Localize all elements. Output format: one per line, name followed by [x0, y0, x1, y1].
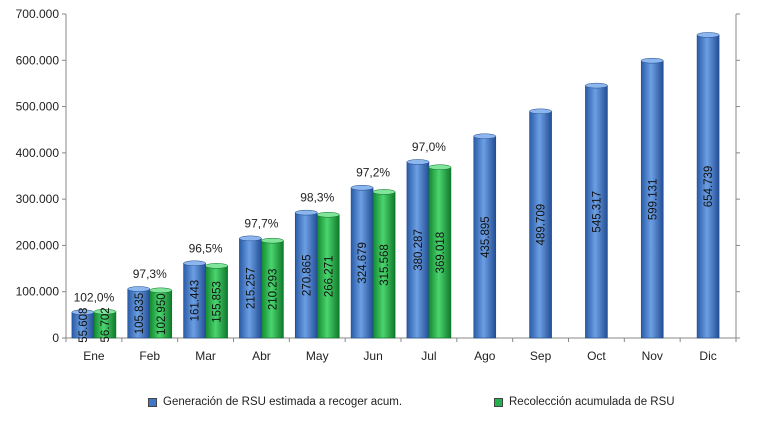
x-tick-label: Feb: [139, 349, 160, 363]
bar-generacion-top: [239, 235, 262, 242]
x-tick-label: Jun: [363, 349, 382, 363]
x-tick-label: Abr: [252, 349, 271, 363]
bar-recoleccion-top: [372, 189, 396, 195]
bar-value-label-generacion: 599.131: [647, 179, 659, 221]
percent-label: 98,3%: [300, 191, 334, 205]
bar-recoleccion-top: [261, 237, 284, 244]
bar-value-label-generacion: 435.895: [480, 216, 492, 258]
percent-label: 102,0%: [74, 290, 115, 304]
bar-recoleccion-top: [93, 309, 117, 315]
bar-recoleccion-top: [317, 212, 340, 218]
x-tick-label: May: [306, 349, 329, 363]
x-tick-label: Ago: [474, 349, 496, 363]
bar-recoleccion-top: [149, 287, 172, 294]
bar-value-label-generacion: 270.865: [301, 255, 313, 297]
legend-item-generacion: Generación de RSU estimada a recoger acu…: [148, 396, 402, 408]
legend-label-generacion: Generación de RSU estimada a recoger acu…: [163, 396, 403, 408]
bar-value-label-generacion: 489.709: [536, 204, 548, 246]
percent-label: 97,2%: [356, 166, 390, 180]
legend-item-recoleccion: Recolección acumulada de RSU: [494, 396, 675, 408]
bar-value-label-recoleccion: 266.271: [323, 256, 335, 298]
bar-value-label-generacion: 55.608: [78, 308, 90, 343]
labels: Ene Feb Mar Abr May Jun Jul Ago Sep Oct Nov Dic 55.6…: [74, 140, 717, 363]
bar-generacion-top: [473, 133, 496, 139]
bar-generacion-top: [295, 209, 318, 216]
bar-value-label-recoleccion: 56.702: [100, 307, 112, 342]
y-tick-label: 0: [52, 331, 59, 345]
bar-recoleccion-top: [205, 263, 228, 269]
bar-value-label-recoleccion: 155.853: [212, 281, 224, 323]
bar-generacion-top: [127, 286, 150, 292]
bar-generacion-top: [585, 82, 608, 89]
bar-generacion-top: [406, 159, 430, 165]
y-tick-label: 300.000: [16, 192, 60, 206]
bar-value-label-recoleccion: 102.950: [156, 293, 168, 335]
x-tick-label: Mar: [195, 349, 216, 363]
y-tick-label: 400.000: [16, 146, 60, 160]
x-tick-label: Ene: [83, 349, 105, 363]
percent-label: 96,5%: [189, 241, 223, 255]
bar-value-label-generacion: 161.443: [190, 280, 202, 322]
axes: 0 100.000 200.000 300.000 400.000 500.000 600.…: [16, 7, 740, 345]
y-tick-label: 500.000: [16, 100, 60, 114]
bar-value-label-generacion: 105.835: [134, 293, 146, 335]
legend-swatch-recoleccion: [494, 397, 503, 407]
bar-value-label-recoleccion: 369.018: [435, 232, 447, 274]
x-tick-label: Oct: [587, 349, 606, 363]
x-tick-label: Nov: [642, 349, 663, 363]
x-tick-label: Jul: [421, 349, 436, 363]
bar-generacion-top: [641, 57, 664, 64]
bar-generacion-top: [350, 184, 374, 191]
bar-value-label-generacion: 380.287: [413, 229, 425, 271]
bar-value-label-recoleccion: 315.568: [379, 244, 391, 286]
percent-label: 97,3%: [133, 267, 167, 281]
x-tick-label: Dic: [699, 349, 716, 363]
percent-label: 97,0%: [412, 140, 446, 154]
legend-label-recoleccion: Recolección acumulada de RSU: [509, 396, 675, 408]
bar-value-label-recoleccion: 210.293: [267, 269, 279, 311]
y-tick-label: 600.000: [16, 53, 60, 67]
bar-value-label-generacion: 654.739: [703, 166, 715, 208]
bar-value-label-generacion: 215.257: [245, 267, 257, 309]
bar-generacion-top: [696, 32, 720, 38]
legend-swatch-generacion: [148, 397, 157, 407]
percent-label: 97,7%: [244, 216, 278, 230]
bar-generacion-top: [183, 260, 206, 267]
bar-value-label-generacion: 545.317: [591, 191, 603, 233]
bar-generacion-top: [529, 108, 552, 115]
legend: Generación de RSU estimada a recoger acu…: [0, 396, 784, 414]
x-tick-label: Sep: [530, 349, 552, 363]
bar-recoleccion-top: [428, 164, 452, 170]
bar-value-label-generacion: 324.679: [357, 242, 369, 284]
y-tick-label: 200.000: [16, 238, 60, 252]
bars: [71, 32, 720, 339]
y-tick-label: 700.000: [16, 7, 60, 21]
y-tick-label: 100.000: [16, 285, 60, 299]
